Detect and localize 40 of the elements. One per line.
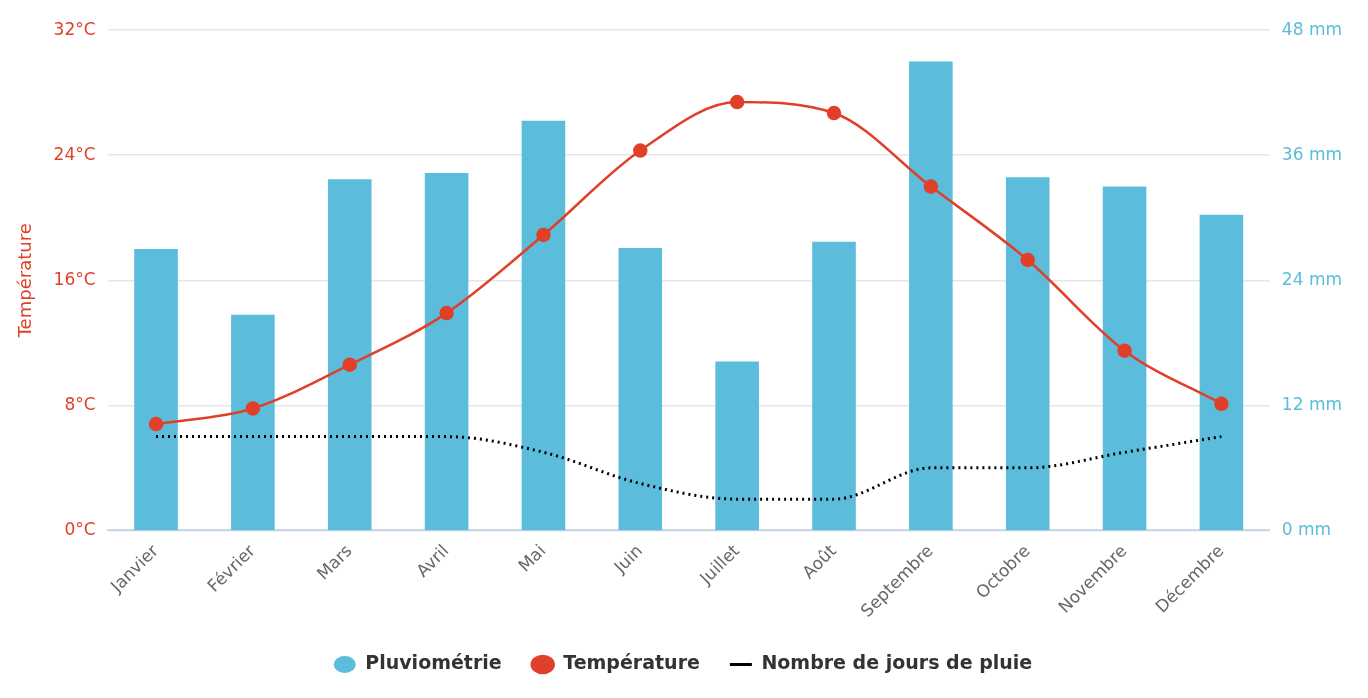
point [342, 357, 357, 372]
bar [909, 61, 953, 531]
y-tick-label: 32°C [53, 18, 96, 39]
bar [327, 179, 372, 531]
bar [424, 172, 469, 531]
y2-tick-label: 12 mm [1281, 393, 1342, 414]
bar [134, 249, 178, 531]
bar [812, 241, 856, 531]
y2-tick-label: 0 mm [1281, 518, 1332, 539]
y2-tick-label: 24 mm [1281, 268, 1342, 289]
legend-label: Température [563, 651, 700, 674]
point [1117, 343, 1132, 358]
bar [1199, 214, 1244, 531]
y-tick-label: 8°C [64, 393, 96, 414]
bar [618, 247, 663, 531]
point [1214, 396, 1229, 412]
point [245, 401, 261, 416]
y-tick-label: 0°C [64, 518, 96, 539]
bar [231, 314, 275, 531]
bar [1102, 186, 1147, 531]
y-axis-title: Température [14, 223, 36, 339]
legend-label: Pluviométrie [365, 651, 502, 674]
y-tick-label: 16°C [53, 268, 96, 289]
y2-tick-label: 48 mm [1281, 18, 1342, 39]
point [1020, 252, 1035, 268]
point [536, 227, 551, 243]
y2-tick-label: 36 mm [1281, 143, 1342, 164]
point [148, 416, 164, 432]
line-series [154, 435, 1223, 501]
y-tick-label: 24°C [53, 143, 96, 164]
point [633, 143, 648, 158]
point [826, 105, 842, 121]
point [923, 179, 939, 194]
point [729, 94, 745, 110]
bar [715, 361, 759, 531]
bar [521, 120, 566, 531]
point [439, 305, 454, 321]
bar [1005, 177, 1050, 531]
x-tick-label: Mai [514, 540, 550, 576]
legend-label: Nombre de jours de pluie [761, 651, 1033, 674]
